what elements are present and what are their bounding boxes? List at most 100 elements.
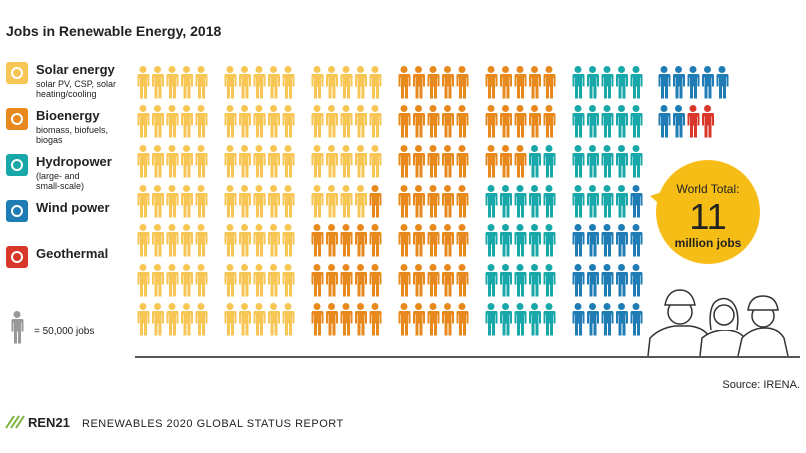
icon-body (181, 74, 193, 99)
icon-body (543, 193, 556, 218)
icon-head (589, 303, 596, 310)
icon-head (371, 185, 379, 192)
person-icon (398, 66, 411, 99)
icon-head (603, 303, 611, 310)
person-icon (413, 145, 425, 178)
person-icon (137, 66, 150, 99)
icon-body (442, 272, 454, 297)
icon-head (328, 303, 335, 310)
person-icon (514, 224, 527, 257)
icon-body (311, 113, 324, 138)
icon-head (270, 105, 277, 112)
icon-head (603, 145, 611, 152)
icon-body (687, 113, 700, 138)
icon-head (632, 105, 640, 112)
source: Source: IRENA. (722, 379, 800, 391)
icon-head (429, 224, 437, 231)
person-icon (587, 145, 599, 178)
icon-head (516, 145, 524, 152)
icon-head (197, 185, 205, 192)
icon-head (516, 303, 524, 310)
person-icon (413, 303, 425, 336)
icon-head (328, 185, 335, 192)
person-icon (166, 66, 179, 99)
person-icon (543, 66, 556, 99)
icon-body (195, 232, 208, 257)
icon-body (702, 74, 714, 99)
person-icon (282, 105, 295, 138)
person-icon (253, 264, 266, 297)
person-icon (282, 185, 295, 218)
icon-head (154, 224, 161, 231)
icon-body (355, 74, 367, 99)
icon-body (152, 311, 164, 336)
person-icon (152, 105, 164, 138)
callout-label: World Total: (677, 182, 740, 196)
icon-head (589, 145, 596, 152)
footer-brand: REN21 (28, 415, 70, 430)
icon-head (574, 145, 582, 152)
icon-head (429, 185, 437, 192)
icon-body (195, 113, 208, 138)
icon-body (500, 153, 512, 178)
icon-body (326, 153, 338, 178)
icon-head (458, 145, 466, 152)
icon-body (282, 153, 295, 178)
legend-glyph (11, 205, 23, 217)
person-icon (427, 224, 440, 257)
icon-body (500, 272, 512, 297)
person-icon (355, 264, 367, 297)
icon-body (311, 272, 324, 297)
icon-body (427, 153, 440, 178)
legend-swatch (6, 246, 28, 268)
icon-body (456, 232, 469, 257)
person-icon (442, 105, 454, 138)
icon-body (702, 113, 714, 138)
icon-head (13, 311, 21, 318)
icon-body (427, 113, 440, 138)
icon-head (531, 105, 538, 112)
icon-head (328, 224, 335, 231)
icon-head (400, 224, 408, 231)
person-icon (616, 145, 628, 178)
icon-head (400, 264, 408, 271)
icon-body (11, 319, 24, 344)
icon-body (500, 232, 512, 257)
icon-body (340, 153, 353, 178)
icon-body (340, 113, 353, 138)
legend-glyph (11, 251, 23, 263)
icon-body (326, 272, 338, 297)
icon-body (514, 232, 527, 257)
icon-head (444, 224, 451, 231)
person-icon (601, 185, 614, 218)
icon-head (589, 224, 596, 231)
icon-body (601, 272, 614, 297)
person-icon (224, 145, 237, 178)
icon-head (342, 66, 350, 73)
icon-head (603, 224, 611, 231)
icon-head (241, 303, 248, 310)
person-icon (137, 264, 150, 297)
icon-head (270, 185, 277, 192)
callout-value: 11 (689, 196, 726, 237)
icon-head (241, 105, 248, 112)
icon-head (342, 264, 350, 271)
icon-head (371, 66, 379, 73)
person-icon (268, 224, 280, 257)
person-icon (195, 224, 208, 257)
person-icon (326, 105, 338, 138)
person-icon (572, 185, 585, 218)
person-icon (239, 264, 251, 297)
icon-body (166, 311, 179, 336)
icon-body (181, 193, 193, 218)
icon-head (487, 303, 495, 310)
person-icon (543, 264, 556, 297)
icon-body (427, 193, 440, 218)
person-icon (326, 264, 338, 297)
callout-unit: million jobs (675, 236, 742, 250)
person-icon (442, 224, 454, 257)
person-icon (166, 185, 179, 218)
person-icon (572, 224, 585, 257)
person-icon (529, 224, 541, 257)
icon-body (601, 232, 614, 257)
